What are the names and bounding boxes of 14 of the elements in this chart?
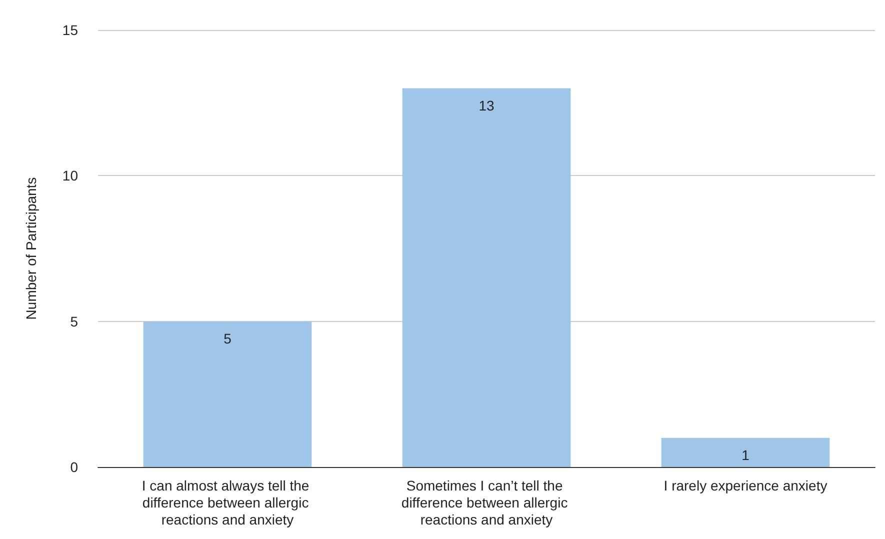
y-axis-title: Number of Participants xyxy=(23,177,39,320)
y-tick-label: 0 xyxy=(70,459,78,475)
y-tick-label: 10 xyxy=(62,168,78,184)
data-label: 13 xyxy=(478,97,494,114)
bar xyxy=(402,88,571,467)
y-tick-label: 5 xyxy=(70,313,78,330)
y-tick-label: 15 xyxy=(62,22,78,38)
x-tick-label: I can almost always tell the difference between allergic reactions and anxiety xyxy=(142,478,314,528)
x-tick-label: I rarely experience anxiety xyxy=(664,478,828,494)
x-tick-label: Sometimes I can’t tell the difference between allergic reactions and anxiety xyxy=(401,478,572,528)
bar xyxy=(661,438,830,467)
data-label: 1 xyxy=(742,446,750,463)
data-label: 5 xyxy=(224,330,232,346)
bar xyxy=(143,321,312,467)
